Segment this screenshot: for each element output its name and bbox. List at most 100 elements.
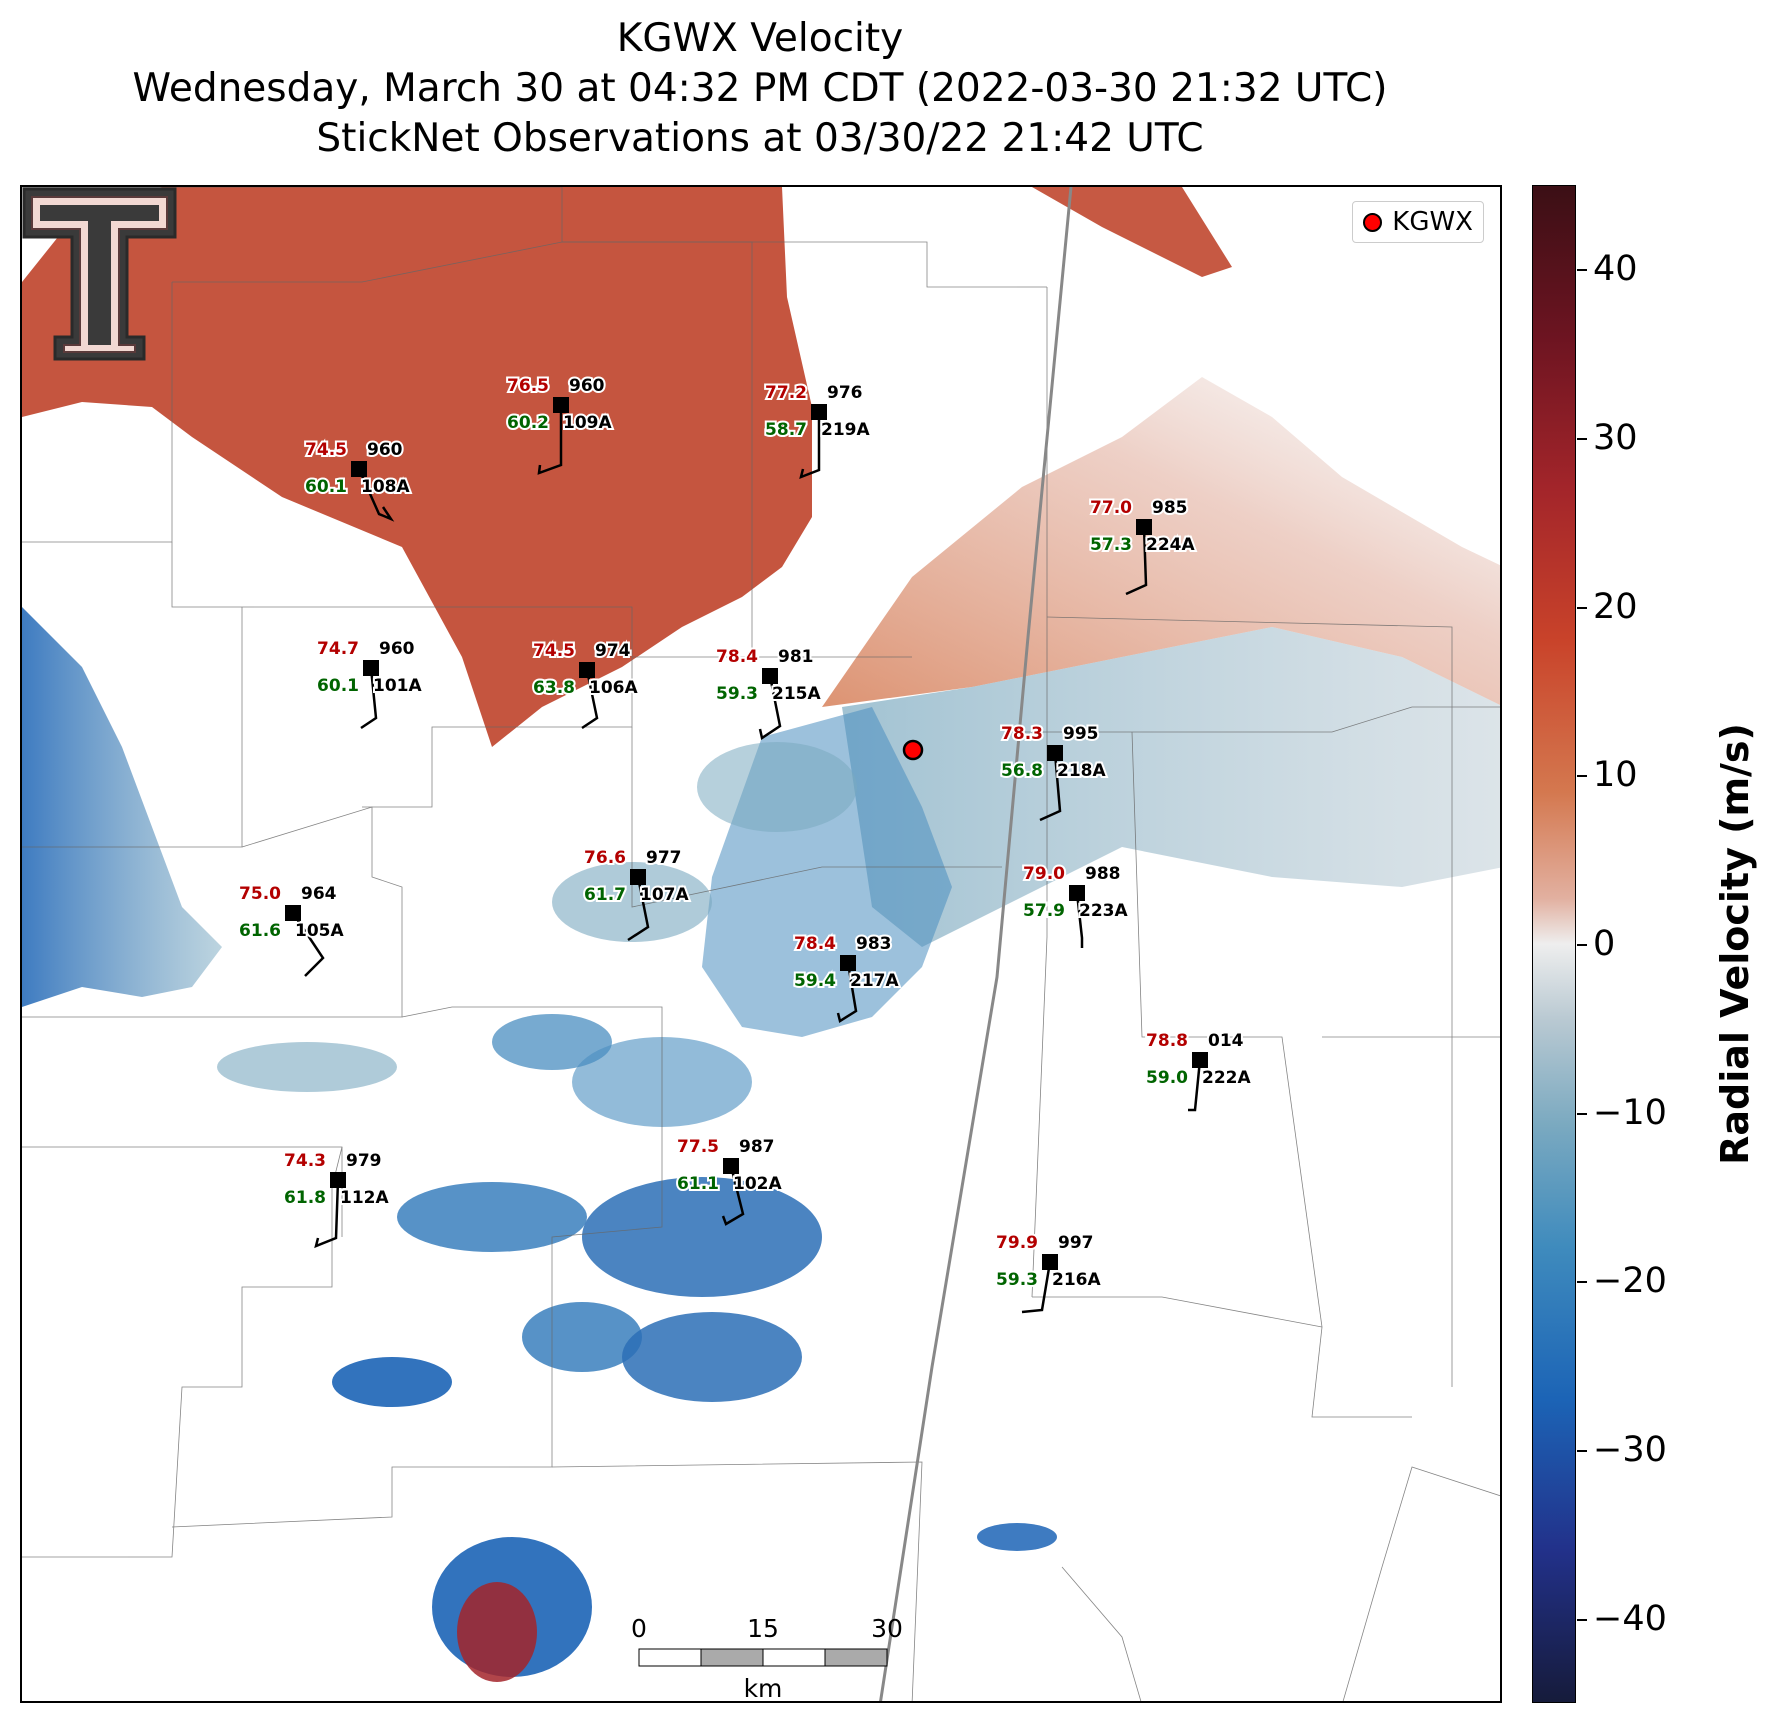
station-marker [840, 955, 856, 971]
station-pressure: 979 [346, 1151, 382, 1171]
wind-barb [758, 675, 782, 741]
station-107A[interactable]: 76.6 977 61.7 107A [582, 846, 691, 942]
station-dewpoint: 59.4 [794, 971, 836, 991]
station-224A[interactable]: 77.0 985 57.3 224A [1088, 496, 1197, 596]
station-id: 216A [1052, 1270, 1101, 1290]
colorbar-tick [1577, 1450, 1587, 1452]
station-pressure: 987 [739, 1137, 775, 1157]
station-106A[interactable]: 74.5 974 63.8 106A [531, 639, 640, 730]
inbound-cell-6 [582, 1177, 822, 1297]
colorbar-tick [1577, 438, 1587, 440]
title-line-1: KGWX Velocity [616, 16, 904, 61]
inbound-echo-west [22, 607, 222, 1007]
station-temperature: 78.4 [716, 647, 758, 667]
station-217A[interactable]: 78.4 983 59.4 217A [792, 932, 901, 1023]
station-marker [363, 660, 379, 676]
station-marker [579, 662, 595, 678]
colorbar-tick-label: 10 [1593, 755, 1638, 796]
station-id: 106A [589, 678, 638, 698]
station-id: 219A [821, 420, 870, 440]
station-pressure: 995 [1063, 724, 1099, 744]
station-222A[interactable]: 78.8 014 59.0 222A [1144, 1029, 1253, 1112]
wind-barb [291, 912, 325, 977]
station-105A[interactable]: 75.0 964 61.6 105A [237, 882, 346, 977]
station-216A[interactable]: 79.9 997 59.3 216A [994, 1231, 1103, 1314]
colorbar-tick [1577, 1112, 1587, 1115]
station-temperature: 74.3 [284, 1151, 326, 1171]
station-pressure: 977 [646, 848, 682, 868]
colorbar-tick-label: −20 [1593, 1261, 1667, 1302]
colorbar-tick-label: −30 [1593, 1430, 1667, 1470]
station-temperature: 79.0 [1023, 864, 1065, 884]
station-102A[interactable]: 77.5 987 61.1 102A [675, 1135, 784, 1226]
station-id: 215A [772, 684, 821, 704]
station-dewpoint: 61.6 [239, 921, 281, 941]
outbound-echo-ne [822, 377, 1500, 707]
station-219A[interactable]: 77.2 976 58.7 219A [763, 381, 872, 480]
station-pressure: 974 [595, 641, 631, 661]
station-marker [330, 1172, 346, 1188]
scale-label-15: 15 [747, 1614, 779, 1643]
inbound-cell-3 [697, 742, 857, 832]
map-legend: KGWX [1352, 201, 1484, 243]
station-223A[interactable]: 79.0 988 57.9 223A [1021, 862, 1130, 948]
colorbar-tick-label: 30 [1593, 418, 1638, 458]
station-dewpoint: 60.1 [305, 477, 347, 497]
scale-unit: km [744, 1674, 783, 1703]
colorbar-tick-label: 0 [1593, 924, 1616, 964]
station-pressure: 997 [1058, 1233, 1094, 1253]
station-marker [723, 1158, 739, 1174]
wind-barb [1188, 1059, 1202, 1112]
radar-site-marker[interactable] [902, 739, 924, 761]
station-temperature: 74.5 [533, 641, 575, 661]
station-dewpoint: 56.8 [1001, 761, 1043, 781]
title-line-3: StickNet Observations at 03/30/22 21:42 … [316, 116, 1204, 161]
title-line-2: Wednesday, March 30 at 04:32 PM CDT (202… [132, 66, 1388, 111]
scale-label-30: 30 [871, 1614, 903, 1643]
station-marker [1136, 519, 1152, 535]
inbound-cell-8 [622, 1312, 802, 1402]
station-dewpoint: 60.1 [317, 676, 359, 696]
station-pressure: 964 [301, 884, 337, 904]
wind-barb [537, 405, 563, 475]
station-marker [1042, 1254, 1058, 1270]
station-dewpoint: 59.3 [996, 1270, 1038, 1290]
wind-barb [1039, 752, 1062, 822]
station-pressure: 960 [379, 639, 415, 659]
station-pressure: 014 [1208, 1031, 1244, 1051]
inbound-cell-4 [492, 1014, 612, 1070]
station-marker [762, 668, 778, 684]
station-temperature: 77.5 [677, 1137, 719, 1157]
station-215A[interactable]: 78.4 981 59.3 215A [714, 645, 823, 741]
station-temperature: 75.0 [239, 884, 281, 904]
state-boundary [879, 187, 1073, 1701]
station-temperature: 78.8 [1146, 1031, 1188, 1051]
station-218A[interactable]: 78.3 995 56.8 218A [999, 722, 1108, 822]
inbound-cell-9 [217, 1042, 397, 1092]
station-temperature: 77.0 [1090, 498, 1132, 518]
station-pressure: 988 [1085, 864, 1121, 884]
couplet-cell-3 [457, 1582, 537, 1682]
station-108A[interactable]: 74.5 960 60.1 108A [303, 438, 412, 522]
radar-map[interactable]: 74.5 960 60.1 108A 76.5 960 60.2 109A 77.2 976 58.… [20, 185, 1502, 1703]
station-dewpoint: 61.7 [584, 885, 626, 905]
station-marker [630, 869, 646, 885]
station-dewpoint: 59.3 [716, 684, 758, 704]
wind-barb [799, 412, 821, 480]
county-boundaries [22, 187, 1500, 1701]
station-112A[interactable]: 74.3 979 61.8 112A [282, 1149, 391, 1249]
station-id: 108A [361, 477, 410, 497]
station-pressure: 976 [827, 383, 863, 403]
station-id: 105A [295, 921, 344, 941]
station-temperature: 79.9 [996, 1233, 1038, 1253]
station-pressure: 960 [569, 376, 605, 396]
station-109A[interactable]: 76.5 960 60.2 109A [505, 374, 614, 475]
wind-barb [360, 667, 378, 730]
station-101A[interactable]: 74.7 960 60.1 101A [315, 637, 424, 730]
station-dewpoint: 61.8 [284, 1188, 326, 1208]
scale-bar: 0 15 30 km [631, 1614, 903, 1703]
colorbar-tick [1577, 1618, 1587, 1621]
station-dewpoint: 58.7 [765, 420, 807, 440]
station-marker [1069, 885, 1085, 901]
wind-barb [581, 669, 599, 730]
